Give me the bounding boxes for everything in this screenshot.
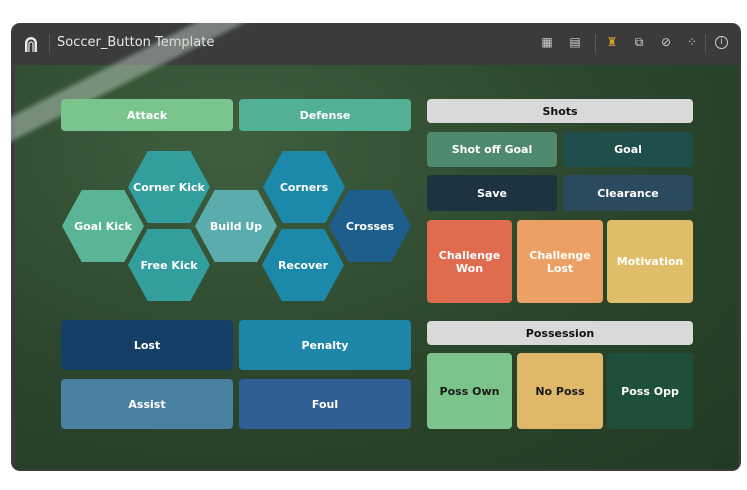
crosses-button[interactable]: Crosses (329, 190, 411, 262)
info-icon[interactable]: i (715, 36, 728, 49)
edit-table-icon[interactable]: ▦ (541, 35, 553, 49)
app-logo-icon (25, 37, 37, 52)
clearance-button[interactable]: Clearance (563, 175, 693, 211)
foul-button[interactable]: Foul (239, 379, 411, 429)
challenge-lost-button[interactable]: Challenge Lost (517, 220, 603, 303)
possession-header: Possession (427, 321, 693, 345)
save-button[interactable]: Save (427, 175, 557, 211)
corner-kick-button[interactable]: Corner Kick (128, 151, 210, 223)
challenge-won-button[interactable]: Challenge Won (427, 220, 512, 303)
poss-opp-button[interactable]: Poss Opp (607, 353, 693, 429)
penalty-button[interactable]: Penalty (239, 320, 411, 370)
export-icon[interactable]: ⧉ (634, 35, 644, 49)
attack-button[interactable]: Attack (61, 99, 233, 131)
shot-off-goal-button[interactable]: Shot off Goal (427, 132, 557, 167)
poss-own-button[interactable]: Poss Own (427, 353, 512, 429)
free-kick-button[interactable]: Free Kick (128, 229, 210, 301)
network-icon[interactable]: ⁘ (686, 35, 698, 49)
divider (49, 34, 50, 53)
title-bar: Soccer_Button Template ▦ ▤ ♜ ⧉ ⊘ ⁘ i (11, 23, 741, 63)
shots-header: Shots (427, 99, 693, 123)
build-up-button[interactable]: Build Up (195, 190, 277, 262)
recover-button[interactable]: Recover (262, 229, 344, 301)
goal-kick-button[interactable]: Goal Kick (62, 190, 144, 262)
motivation-button[interactable]: Motivation (607, 220, 693, 303)
defense-button[interactable]: Defense (239, 99, 411, 131)
assist-button[interactable]: Assist (61, 379, 233, 429)
app-window: Soccer_Button Template ▦ ▤ ♜ ⧉ ⊘ ⁘ i Att… (11, 23, 741, 471)
data-file-icon[interactable]: ▤ (569, 35, 581, 49)
lost-button[interactable]: Lost (61, 320, 233, 370)
divider (705, 34, 706, 53)
hide-formula-icon[interactable]: ⊘ (660, 35, 672, 49)
dashboard-canvas: Attack Defense Goal Kick Corner Kick Fre… (11, 23, 738, 469)
corners-button[interactable]: Corners (263, 151, 345, 223)
chess-piece-icon[interactable]: ♜ (606, 35, 618, 49)
goal-button[interactable]: Goal (563, 132, 693, 167)
window-title: Soccer_Button Template (57, 35, 215, 50)
divider (595, 34, 596, 53)
no-poss-button[interactable]: No Poss (517, 353, 603, 429)
